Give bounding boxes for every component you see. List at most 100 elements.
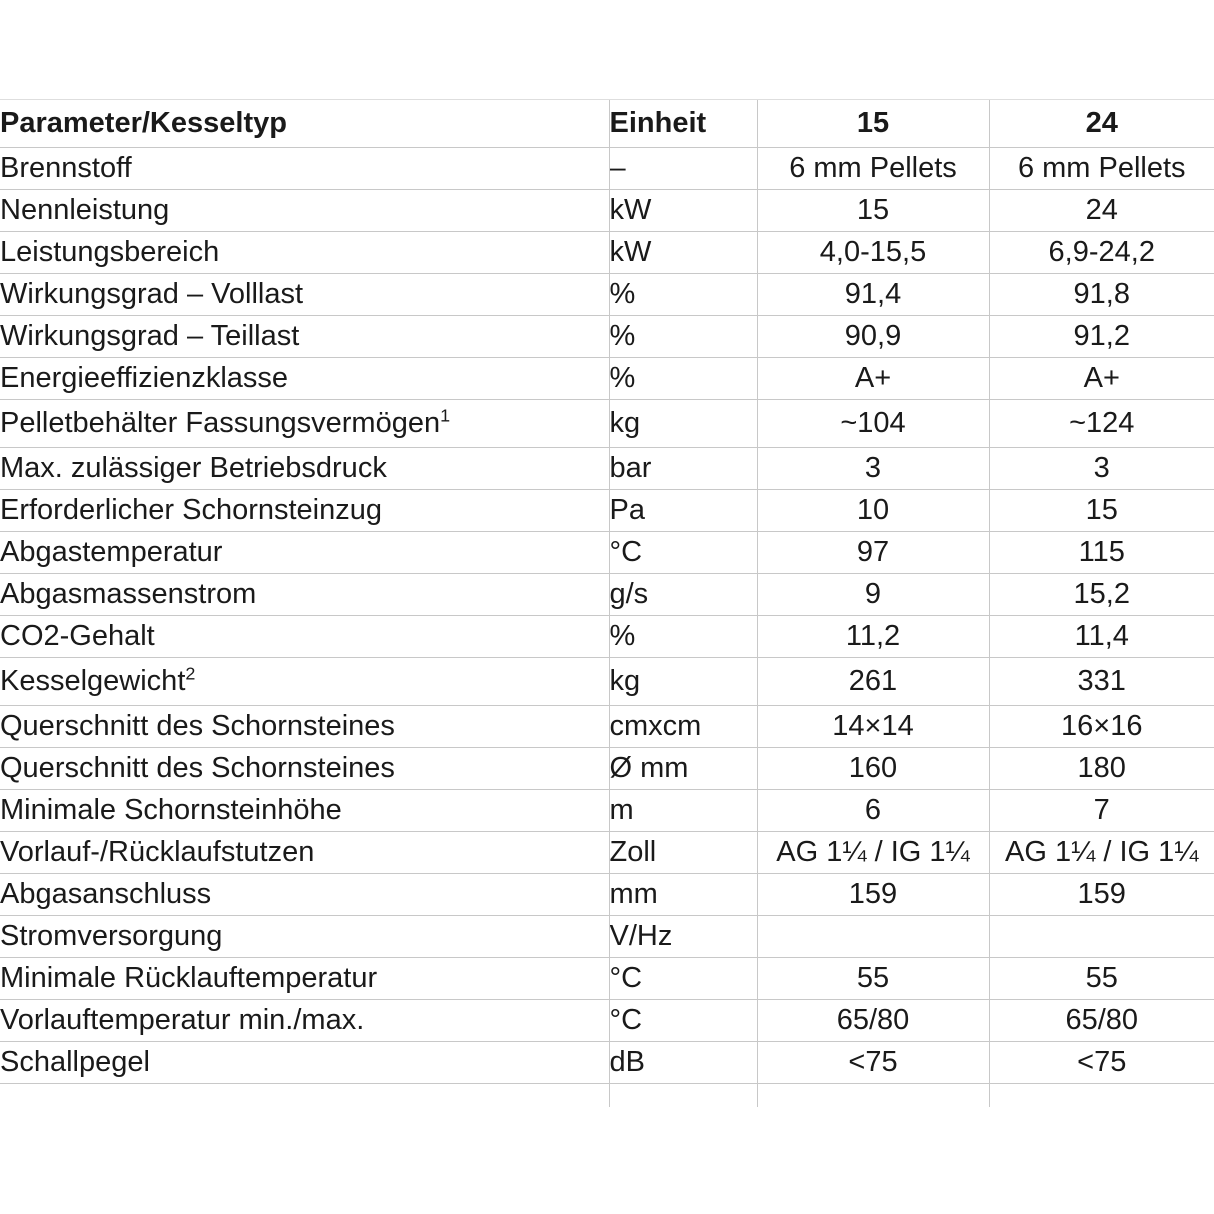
parameter-cell (0, 1084, 609, 1107)
table-row: Abgasmassenstrom g/s 9 15,2 (0, 573, 1214, 616)
parameter-cell: Wirkungsgrad – Teillast (0, 315, 609, 358)
table-row: Max. zulässiger Betriebsdruck bar 3 3 (0, 447, 1214, 490)
spec-table: Parameter/Kesseltyp Einheit 15 24 Brenns… (0, 99, 1214, 1107)
unit-cell: V/Hz (608, 915, 757, 958)
parameter-cell: Wirkungsgrad – Volllast (0, 273, 609, 316)
table-row: Wirkungsgrad – Volllast% 91,4 91,8 (0, 273, 1214, 316)
unit-cell: % (608, 615, 757, 658)
table-row: Querschnitt des Schornsteines cmxcm 14×14 1… (0, 705, 1214, 748)
unit-cell: % (608, 357, 757, 400)
table-row: Minimale Schornsteinhöhe m 6 7 (0, 789, 1214, 832)
unit-cell: – (608, 147, 757, 190)
parameter-cell: Erforderlicher Schornsteinzug (0, 489, 609, 532)
unit-cell: g/s (608, 573, 757, 616)
value-24-cell: 7 (988, 789, 1214, 832)
value-15-cell: 6 mm Pellets (756, 147, 989, 190)
value-15-cell: 90,9 (756, 315, 989, 358)
unit-cell (608, 1083, 757, 1107)
table-row: Querschnitt des Schornsteines Ø mm 160 180 (0, 747, 1214, 790)
value-15-cell: 3 (756, 447, 989, 490)
value-24-cell: 115 (988, 531, 1214, 574)
table-row: Wirkungsgrad – Teillast% 90,9 91,2 (0, 315, 1214, 358)
parameter-cell: CO2-Gehalt (0, 615, 609, 658)
value-15-cell: AG 1¼ / IG 1¼ (756, 831, 989, 874)
parameter-cell: Vorlauf-/Rücklaufstutzen (0, 831, 609, 874)
value-15-cell: A+ (756, 357, 989, 400)
value-24-cell: 15,2 (988, 573, 1214, 616)
parameter-cell: Abgasmassenstrom (0, 573, 609, 616)
table-row: Energieeffizienzklasse% A+ A+ (0, 357, 1214, 400)
value-24-cell: 16×16 (988, 705, 1214, 748)
value-24-cell (988, 1083, 1214, 1107)
parameter-cell: Abgastemperatur (0, 531, 609, 574)
unit-cell: °C (608, 957, 757, 1000)
value-24-cell: 24 (988, 189, 1214, 232)
footnote-marker: 1 (440, 405, 451, 426)
parameter-cell: Querschnitt des Schornsteines (0, 747, 609, 790)
table-row: CO2-Gehalt% 11,2 11,4 (0, 615, 1214, 658)
value-24-cell: 55 (988, 957, 1214, 1000)
header-parameter: Parameter/Kesseltyp (0, 99, 609, 148)
parameter-cell: Max. zulässiger Betriebsdruck (0, 447, 609, 490)
value-15-cell: 6 (756, 789, 989, 832)
value-24-cell: 6,9-24,2 (988, 231, 1214, 274)
parameter-cell: Vorlauftemperatur min./max. (0, 999, 609, 1042)
unit-cell: cmxcm (608, 705, 757, 748)
value-24-cell: 6 mm Pellets (988, 147, 1214, 190)
table-row: Nennleistung kW 15 24 (0, 189, 1214, 232)
unit-cell: % (608, 273, 757, 316)
parameter-cell: Pelletbehälter Fassungsvermögen1 (0, 399, 609, 448)
table-row: Schallpegel dB <75 <75 (0, 1041, 1214, 1084)
value-15-cell: <75 (756, 1041, 989, 1084)
value-15-cell (756, 1083, 989, 1107)
parameter-cell: Nennleistung (0, 189, 609, 232)
value-24-cell: 15 (988, 489, 1214, 532)
header-model-15: 15 (756, 99, 989, 148)
header-row: Parameter/Kesseltyp Einheit 15 24 (0, 99, 1214, 148)
value-15-cell: 159 (756, 873, 989, 916)
value-15-cell: 97 (756, 531, 989, 574)
table-row: Vorlauftemperatur min./max. °C 65/80 65/80 (0, 999, 1214, 1042)
value-15-cell: 65/80 (756, 999, 989, 1042)
value-15-cell: ~104 (756, 399, 989, 448)
table-row: Abgastemperatur °C 97 115 (0, 531, 1214, 574)
value-24-cell: ~124 (988, 399, 1214, 448)
value-15-cell: 261 (756, 657, 989, 706)
parameter-cell: Schallpegel (0, 1041, 609, 1084)
table-row: Kesselgewicht2 kg 261 331 (0, 657, 1214, 706)
value-15-cell: 14×14 (756, 705, 989, 748)
value-24-cell: A+ (988, 357, 1214, 400)
parameter-cell: Querschnitt des Schornsteines (0, 705, 609, 748)
header-unit: Einheit (608, 99, 757, 148)
value-15-cell: 91,4 (756, 273, 989, 316)
unit-cell: °C (608, 531, 757, 574)
value-24-cell: <75 (988, 1041, 1214, 1084)
table-row: Erforderlicher Schornsteinzug Pa 10 15 (0, 489, 1214, 532)
table-row: Leistungsbereich kW 4,0-15,5 6,9-24,2 (0, 231, 1214, 274)
value-15-cell (756, 915, 989, 958)
spec-table-header: Parameter/Kesseltyp Einheit 15 24 (0, 99, 1214, 148)
header-model-24: 24 (988, 99, 1214, 148)
unit-cell: % (608, 315, 757, 358)
value-24-cell: 3 (988, 447, 1214, 490)
value-24-cell: 11,4 (988, 615, 1214, 658)
value-15-cell: 10 (756, 489, 989, 532)
parameter-cell: Minimale Schornsteinhöhe (0, 789, 609, 832)
unit-cell: bar (608, 447, 757, 490)
unit-cell: Pa (608, 489, 757, 532)
value-24-cell: 331 (988, 657, 1214, 706)
unit-cell: kg (608, 399, 757, 448)
parameter-cell: Brennstoff (0, 147, 609, 190)
parameter-cell: Abgasanschluss (0, 873, 609, 916)
unit-cell: kW (608, 189, 757, 232)
value-15-cell: 55 (756, 957, 989, 1000)
empty-partial-row (0, 1083, 1214, 1107)
value-24-cell: AG 1¼ / IG 1¼ (988, 831, 1214, 874)
unit-cell: kW (608, 231, 757, 274)
parameter-cell: Stromversorgung (0, 915, 609, 958)
table-row: Brennstoff –6 mm Pellets 6 mm Pellets (0, 147, 1214, 190)
value-15-cell: 11,2 (756, 615, 989, 658)
value-24-cell (988, 915, 1214, 958)
unit-cell: mm (608, 873, 757, 916)
